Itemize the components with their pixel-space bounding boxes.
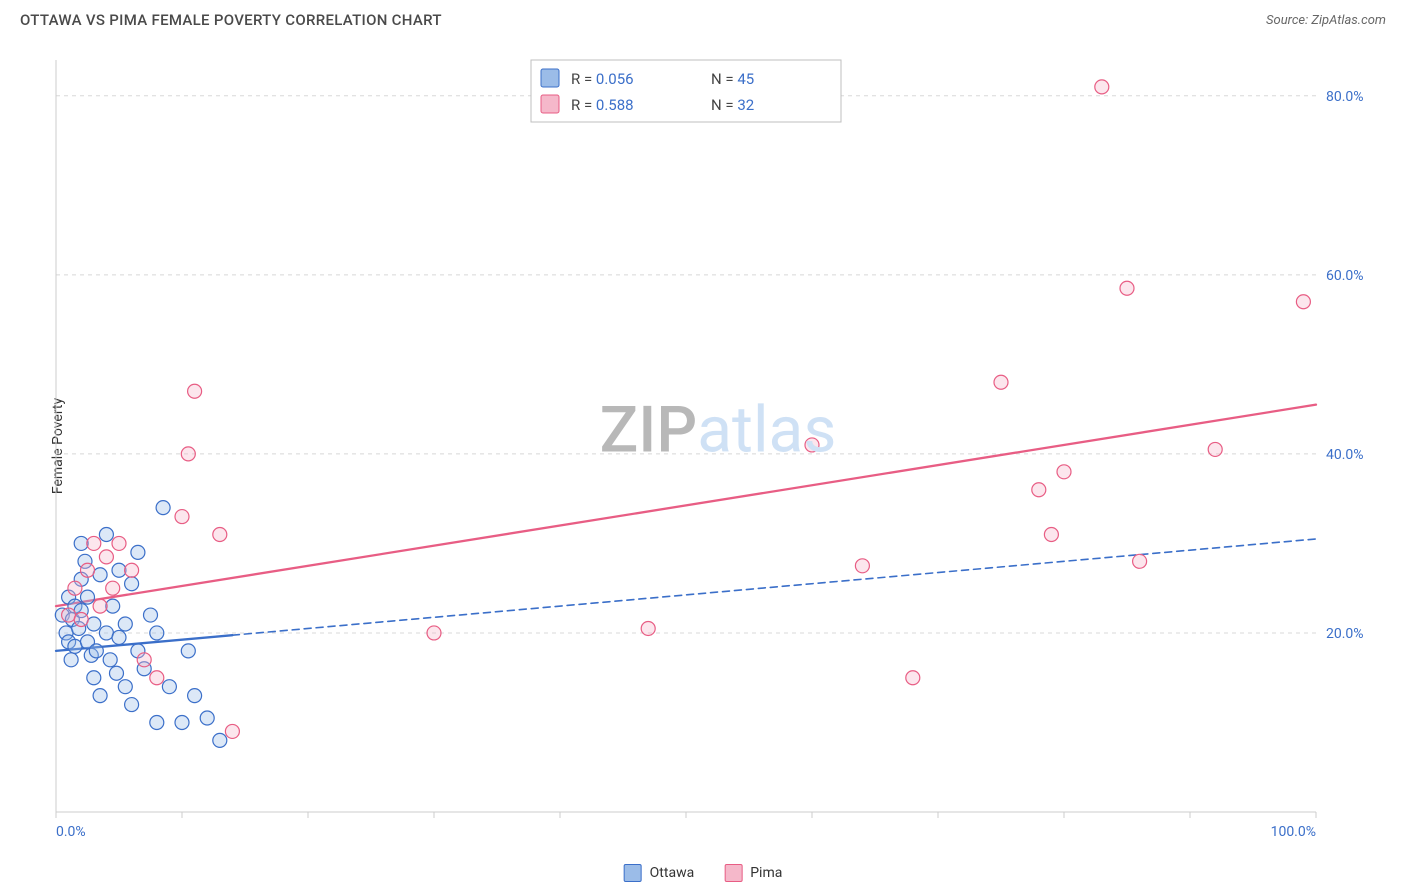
source-attribution: Source: ZipAtlas.com (1266, 13, 1386, 28)
plot-area: 20.0% 40.0% 60.0% 80.0% 0.0% 100.0% R = 0.056 N… (50, 50, 1386, 842)
svg-text:0.0%: 0.0% (56, 824, 86, 840)
svg-text:80.0%: 80.0% (1326, 89, 1364, 105)
scatter-plot-svg: 20.0% 40.0% 60.0% 80.0% 0.0% 100.0% R = 0.056 N… (50, 50, 1386, 842)
svg-text:100.0%: 100.0% (1271, 824, 1316, 840)
chart-title: OTTAWA VS PIMA FEMALE POVERTY CORRELATIO… (20, 11, 442, 29)
chart-container: OTTAWA VS PIMA FEMALE POVERTY CORRELATIO… (0, 0, 1406, 892)
legend-label-pima: Pima (750, 865, 782, 881)
svg-text:20.0%: 20.0% (1326, 626, 1364, 642)
svg-text:R = 0.588: R = 0.588 (571, 96, 634, 114)
header: OTTAWA VS PIMA FEMALE POVERTY CORRELATIO… (0, 0, 1406, 40)
bottom-legend: Ottawa Pima (624, 864, 783, 882)
svg-text:60.0%: 60.0% (1326, 268, 1364, 284)
legend-swatch-ottawa (624, 864, 642, 882)
svg-text:N = 32: N = 32 (711, 96, 754, 114)
legend-swatch-pima (724, 864, 742, 882)
svg-text:N = 45: N = 45 (711, 70, 754, 88)
legend-label-ottawa: Ottawa (650, 865, 695, 881)
legend-item-pima: Pima (724, 864, 782, 882)
legend-item-ottawa: Ottawa (624, 864, 695, 882)
svg-text:40.0%: 40.0% (1326, 447, 1364, 463)
svg-text:R = 0.056: R = 0.056 (571, 70, 634, 88)
